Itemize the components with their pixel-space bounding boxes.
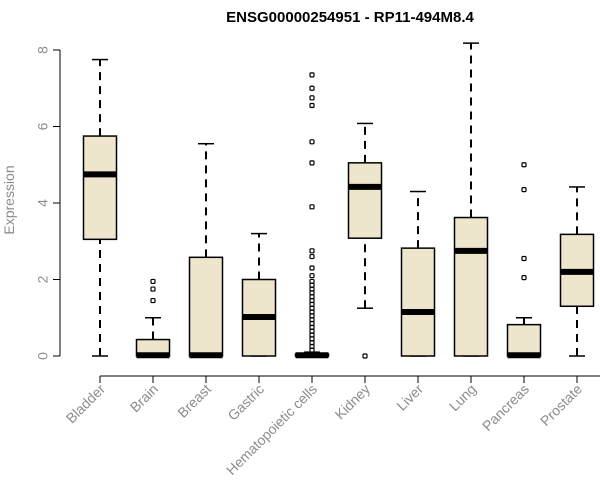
outlier-point: [150, 286, 156, 292]
outlier-point: [521, 255, 527, 262]
x-tick-label: Breast: [174, 381, 214, 421]
outlier-point: [309, 95, 315, 101]
boxes-group: [82, 42, 595, 359]
y-tick-label: 0: [35, 352, 51, 360]
box-iqr: [347, 162, 383, 239]
x-tick-label: Gastric: [224, 381, 267, 424]
x-tick-label: Hematopoietic cells: [223, 381, 320, 478]
outlier-point: [309, 160, 315, 166]
y-tick-label: 4: [35, 199, 51, 207]
y-tick-label: 2: [35, 275, 51, 283]
y-tick-label: 6: [35, 122, 51, 130]
outlier-point: [309, 102, 315, 109]
x-tick-label: Lung: [446, 381, 479, 414]
x-tick-label: Pancreas: [479, 381, 532, 434]
outlier-point: [309, 204, 315, 210]
box-iqr: [188, 256, 224, 357]
outlier-point: [150, 278, 156, 285]
y-tick-label: 8: [35, 46, 51, 54]
outlier-point: [362, 353, 368, 359]
x-tick-label: Prostate: [537, 381, 585, 429]
outlier-point: [309, 278, 315, 285]
x-tick-label: Brain: [127, 381, 161, 415]
outlier-point: [309, 85, 315, 91]
outlier-point: [309, 248, 315, 254]
chart-title: ENSG00000254951 - RP11-494M8.4: [226, 9, 474, 26]
box-iqr: [453, 216, 489, 357]
outlier-point: [150, 297, 156, 304]
outlier-point: [521, 187, 527, 193]
outlier-point: [521, 162, 527, 168]
box-iqr: [400, 247, 436, 357]
outlier-point: [309, 253, 315, 260]
y-axis-label: Expression: [1, 165, 17, 234]
outlier-point: [309, 265, 315, 271]
outlier-point: [521, 274, 527, 281]
outlier-point: [309, 139, 315, 145]
x-tick-label: Kidney: [332, 381, 374, 423]
outlier-point: [309, 72, 315, 78]
x-tick-label: Bladder: [63, 381, 109, 427]
box-iqr: [506, 323, 542, 357]
box-iqr: [82, 135, 118, 241]
y-axis: 0 2 4 6 8: [35, 46, 61, 360]
outlier-point: [309, 273, 315, 279]
x-tick-label: Liver: [393, 381, 426, 414]
